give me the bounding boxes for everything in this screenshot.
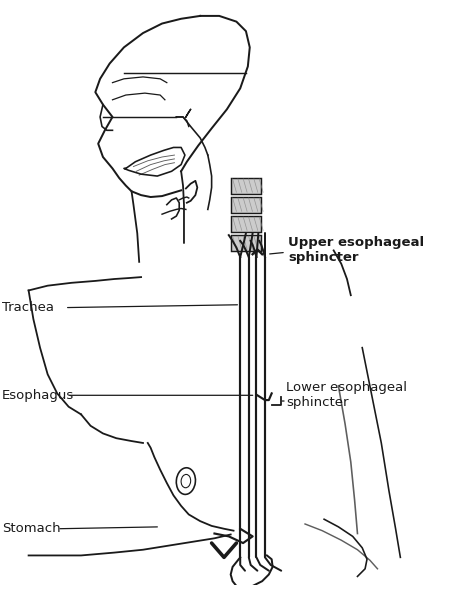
- Text: Stomach: Stomach: [2, 522, 61, 536]
- FancyBboxPatch shape: [231, 178, 261, 194]
- FancyBboxPatch shape: [231, 235, 261, 252]
- Text: Trachea: Trachea: [2, 301, 54, 314]
- FancyBboxPatch shape: [231, 197, 261, 213]
- FancyBboxPatch shape: [231, 216, 261, 232]
- Text: Esophagus: Esophagus: [2, 389, 74, 402]
- Text: Upper esophageal
sphincter: Upper esophageal sphincter: [288, 237, 424, 264]
- Text: Lower esophageal
sphincter: Lower esophageal sphincter: [286, 382, 407, 409]
